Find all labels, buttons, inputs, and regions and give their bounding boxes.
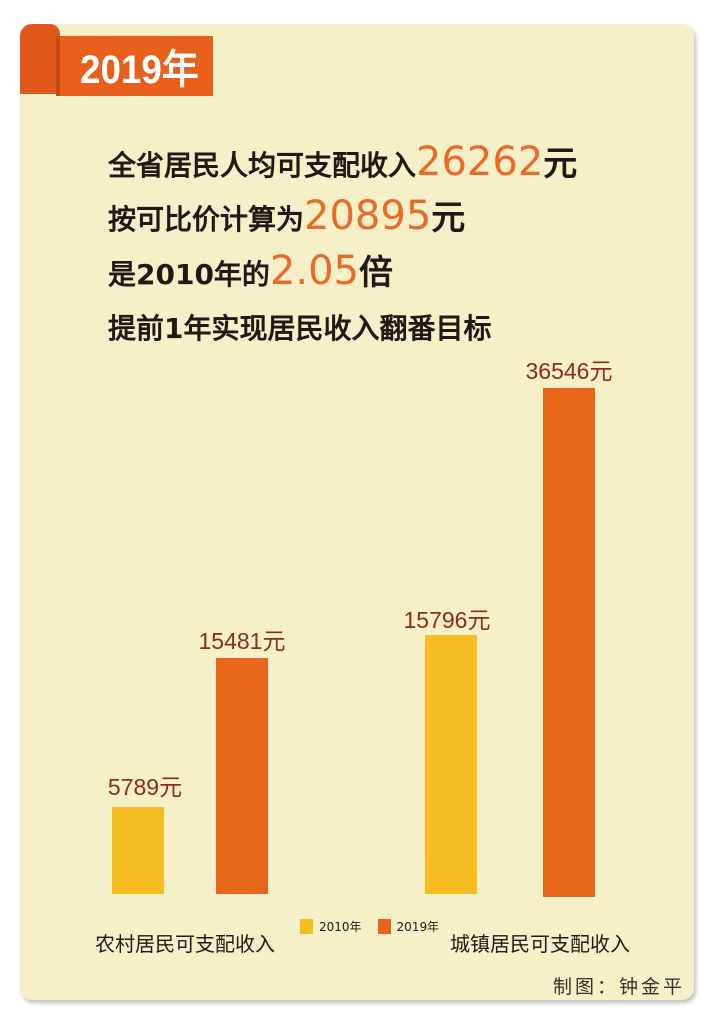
bar-label-rural-2019: 15481元 xyxy=(198,628,286,654)
bar-rural-2019 xyxy=(216,658,268,894)
headline-line-1: 全省居民人均可支配收入26262元 xyxy=(108,136,577,185)
category-urban: 城镇居民可支配收入 xyxy=(450,932,630,956)
unit: 元 xyxy=(431,198,466,238)
comparable-income-value: 20895 xyxy=(304,193,432,239)
total-income-value: 26262 xyxy=(416,139,544,185)
bar-urban-2010 xyxy=(425,635,477,894)
headline-text: 是2010年的 xyxy=(108,258,270,291)
unit: 倍 xyxy=(359,253,393,293)
bar-rural-2010 xyxy=(112,807,164,894)
legend-label-2019: 2019年 xyxy=(396,920,440,934)
bar-label-rural-2010: 5789元 xyxy=(107,774,183,800)
headline-line-4: 提前1年实现居民收入翻番目标 xyxy=(108,307,491,347)
bar-label-urban-2019: 36546元 xyxy=(525,358,613,384)
category-rural: 农村居民可支配收入 xyxy=(95,932,275,956)
headline-line-3: 是2010年的2.05倍 xyxy=(108,245,393,294)
headline-line-2: 按可比价计算为20895元 xyxy=(108,190,465,239)
bar-label-urban-2010: 15796元 xyxy=(403,607,491,633)
year-badge: 2019年 xyxy=(58,36,213,96)
bar-urban-2019 xyxy=(543,388,595,897)
headline-text: 提前1年实现居民收入翻番目标 xyxy=(108,312,492,345)
legend-swatch-2019 xyxy=(377,919,391,934)
year-badge-text: 2019年 xyxy=(80,48,199,92)
headline-text: 按可比价计算为 xyxy=(108,203,305,236)
ribbon-shadow xyxy=(56,36,60,96)
multiplier-value: 2.05 xyxy=(269,248,359,294)
credit-text: 制图：钟金平 xyxy=(552,976,685,998)
legend: 2010年 2019年 xyxy=(300,918,439,935)
unit: 元 xyxy=(543,144,578,184)
legend-label-2010: 2010年 xyxy=(319,920,362,934)
headline-text: 全省居民人均可支配收入 xyxy=(108,149,417,182)
ribbon-fold xyxy=(20,24,60,94)
legend-swatch-2010 xyxy=(300,919,313,934)
